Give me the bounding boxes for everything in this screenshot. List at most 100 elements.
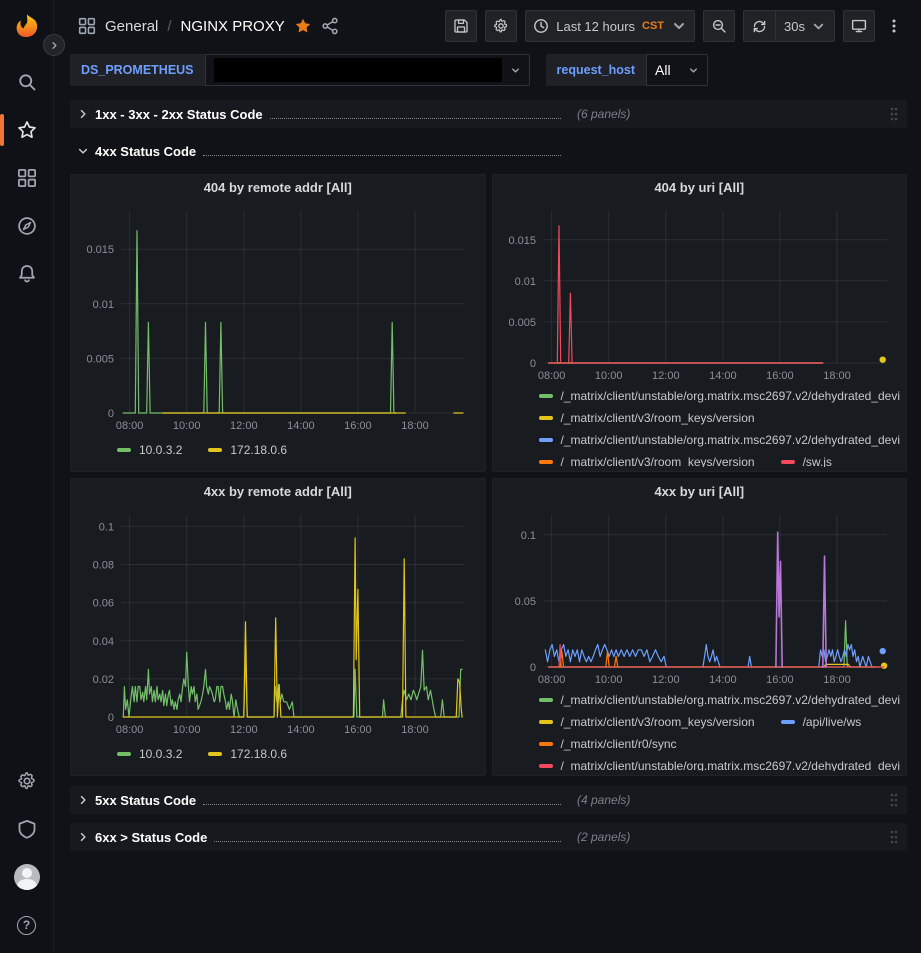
gear-icon bbox=[493, 18, 509, 34]
zoom-out-icon bbox=[711, 18, 727, 34]
row-5xx[interactable]: 5xx Status Code (4 panels) bbox=[70, 786, 907, 814]
bell-icon bbox=[17, 264, 37, 284]
row-1xx-3xx-2xx[interactable]: 1xx - 3xx - 2xx Status Code (6 panels) bbox=[70, 100, 907, 128]
grafana-logo-icon[interactable] bbox=[12, 12, 42, 42]
favorite-star-icon[interactable] bbox=[294, 17, 312, 35]
legend-label[interactable]: /_matrix/client/v3/room_keys/version bbox=[561, 411, 755, 425]
legend-item[interactable]: 10.0.3.2 bbox=[117, 443, 182, 457]
legend-label[interactable]: /_matrix/client/r0/sync bbox=[561, 737, 677, 751]
chevron-right-icon bbox=[77, 794, 89, 806]
sidebar-item-alerting[interactable] bbox=[0, 250, 54, 298]
sidebar-item-explore[interactable] bbox=[0, 202, 54, 250]
refresh-button[interactable] bbox=[744, 11, 775, 41]
svg-text:0.05: 0.05 bbox=[514, 596, 535, 608]
kebab-menu-icon bbox=[886, 18, 902, 34]
legend-item[interactable]: /_matrix/client/unstable/org.matrix.msc2… bbox=[539, 389, 901, 403]
sidebar-item-profile[interactable] bbox=[0, 853, 54, 901]
legend-item[interactable]: 10.0.3.2 bbox=[117, 747, 182, 761]
zoom-out-time-button[interactable] bbox=[703, 10, 735, 42]
panel-title[interactable]: 4xx by remote addr [All] bbox=[77, 479, 479, 505]
legend-label[interactable]: 172.18.0.6 bbox=[230, 443, 287, 457]
legend-label[interactable]: 172.18.0.6 bbox=[230, 747, 287, 761]
legend-item[interactable]: /sw.js bbox=[781, 455, 832, 467]
row-drag-handle[interactable] bbox=[888, 829, 900, 845]
timezone-badge: CST bbox=[642, 20, 664, 32]
sidebar-item-help[interactable]: ? bbox=[0, 901, 54, 949]
legend-item[interactable]: /_matrix/client/v3/room_keys/version bbox=[539, 455, 755, 467]
row-dotted-leader bbox=[203, 795, 561, 805]
legend-item[interactable]: /_matrix/client/unstable/org.matrix.msc2… bbox=[539, 433, 901, 447]
gear-icon bbox=[17, 771, 37, 791]
row-6xx[interactable]: 6xx > Status Code (2 panels) bbox=[70, 823, 907, 851]
legend-label[interactable]: /_matrix/client/unstable/org.matrix.msc2… bbox=[561, 759, 901, 771]
row-title[interactable]: 1xx - 3xx - 2xx Status Code bbox=[95, 107, 263, 122]
save-dashboard-button[interactable] bbox=[445, 10, 477, 42]
legend-swatch bbox=[539, 698, 553, 702]
chart-404-by-remote-addr[interactable]: 00.0050.010.01508:0010:0012:0014:0016:00… bbox=[77, 201, 479, 433]
row-dotted-leader bbox=[214, 832, 561, 842]
legend-label[interactable]: /api/live/ws bbox=[803, 715, 862, 729]
legend-label[interactable]: 10.0.3.2 bbox=[139, 747, 182, 761]
refresh-interval-dropdown[interactable]: 30s bbox=[775, 11, 834, 41]
legend-item[interactable]: /_matrix/client/r0/sync bbox=[539, 737, 677, 751]
legend-swatch bbox=[539, 438, 553, 442]
svg-text:08:00: 08:00 bbox=[116, 724, 144, 736]
chart-4xx-by-remote-addr[interactable]: 00.020.040.060.080.108:0010:0012:0014:00… bbox=[77, 505, 479, 737]
svg-text:0.005: 0.005 bbox=[86, 353, 114, 365]
sidebar-expand-button[interactable] bbox=[43, 34, 65, 56]
legend-item[interactable]: 172.18.0.6 bbox=[208, 747, 287, 761]
time-range-picker[interactable]: Last 12 hours CST bbox=[525, 10, 695, 42]
chart-4xx-by-uri[interactable]: 00.050.108:0010:0012:0014:0016:0018:00 bbox=[499, 505, 901, 687]
legend-label[interactable]: /_matrix/client/v3/room_keys/version bbox=[561, 455, 755, 467]
panel-title[interactable]: 404 by uri [All] bbox=[499, 175, 901, 201]
legend-label[interactable]: /_matrix/client/unstable/org.matrix.msc2… bbox=[561, 433, 901, 447]
legend-item[interactable]: /_matrix/client/v3/room_keys/version bbox=[539, 715, 755, 729]
svg-text:0.015: 0.015 bbox=[86, 244, 114, 256]
legend-label[interactable]: /_matrix/client/unstable/org.matrix.msc2… bbox=[561, 693, 901, 707]
legend-item[interactable]: /api/live/ws bbox=[781, 715, 862, 729]
svg-text:18:00: 18:00 bbox=[401, 420, 429, 432]
row-title[interactable]: 6xx > Status Code bbox=[95, 830, 207, 845]
legend-item[interactable]: /_matrix/client/v3/room_keys/version bbox=[539, 411, 755, 425]
legend-item[interactable]: 172.18.0.6 bbox=[208, 443, 287, 457]
variable-request-host-value-dropdown[interactable]: All bbox=[646, 54, 708, 86]
legend-label[interactable]: 10.0.3.2 bbox=[139, 443, 182, 457]
more-options-kebab-button[interactable] bbox=[883, 10, 905, 42]
legend-item[interactable]: /_matrix/client/unstable/org.matrix.msc2… bbox=[539, 759, 901, 771]
svg-text:14:00: 14:00 bbox=[287, 420, 315, 432]
legend-label[interactable]: /_matrix/client/v3/room_keys/version bbox=[561, 715, 755, 729]
sidebar-item-search[interactable] bbox=[0, 58, 54, 106]
row-title[interactable]: 4xx Status Code bbox=[95, 144, 196, 159]
svg-text:0.06: 0.06 bbox=[93, 598, 114, 610]
sidebar-item-server-admin[interactable] bbox=[0, 805, 54, 853]
dashboard-settings-button[interactable] bbox=[485, 10, 517, 42]
panel-title[interactable]: 4xx by uri [All] bbox=[499, 479, 901, 505]
row-dotted-leader bbox=[270, 109, 561, 119]
sidebar-item-dashboards[interactable] bbox=[0, 154, 54, 202]
share-icon[interactable] bbox=[321, 17, 339, 35]
legend-label[interactable]: /sw.js bbox=[803, 455, 832, 467]
tv-mode-button[interactable] bbox=[843, 10, 875, 42]
chevron-down-icon bbox=[77, 145, 89, 157]
chevron-down-icon bbox=[510, 65, 521, 76]
breadcrumb: General / NGINX PROXY bbox=[78, 17, 339, 35]
row-drag-handle[interactable] bbox=[888, 106, 900, 122]
sidebar-item-starred[interactable] bbox=[0, 106, 54, 154]
row-title[interactable]: 5xx Status Code bbox=[95, 793, 196, 808]
breadcrumb-section[interactable]: General bbox=[105, 18, 158, 35]
chevron-right-icon bbox=[77, 108, 89, 120]
legend-swatch bbox=[117, 752, 131, 756]
sidebar-item-configuration[interactable] bbox=[0, 757, 54, 805]
legend-label[interactable]: /_matrix/client/unstable/org.matrix.msc2… bbox=[561, 389, 901, 403]
variable-datasource: DS_PROMETHEUS bbox=[70, 54, 530, 86]
chart-404-by-uri[interactable]: 00.0050.010.01508:0010:0012:0014:0016:00… bbox=[499, 201, 901, 383]
row-drag-handle[interactable] bbox=[888, 792, 900, 808]
search-icon bbox=[17, 72, 37, 92]
legend-swatch bbox=[208, 752, 222, 756]
panel-title[interactable]: 404 by remote addr [All] bbox=[77, 175, 479, 201]
svg-text:0.1: 0.1 bbox=[99, 521, 114, 533]
top-navigation-bar: General / NGINX PROXY Last 12 hours CST bbox=[54, 0, 921, 52]
legend-item[interactable]: /_matrix/client/unstable/org.matrix.msc2… bbox=[539, 693, 901, 707]
row-4xx[interactable]: 4xx Status Code bbox=[70, 137, 907, 165]
variable-datasource-value-dropdown[interactable] bbox=[205, 54, 530, 86]
